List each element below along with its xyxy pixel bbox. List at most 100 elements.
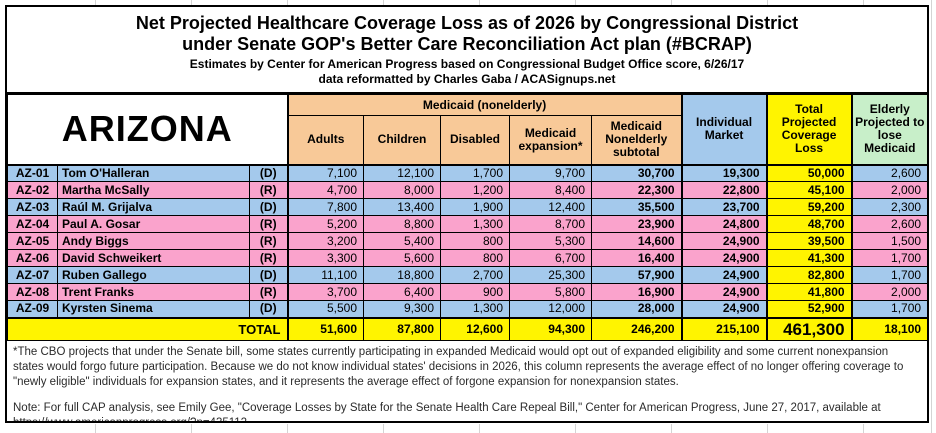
cell-disabled: 1,200 [440, 181, 510, 199]
cell-party: (R) [249, 215, 288, 233]
cell-subtotal: 30,700 [590, 163, 683, 182]
col-header-elderly: Elderly Projected to lose Medicaid [850, 94, 927, 165]
table-row: AZ-03 Raúl M. Grijalva (D) 7,800 13,400 … [7, 198, 927, 216]
cell-disabled: 2,700 [440, 266, 510, 284]
table-row: AZ-07 Ruben Gallego (D) 11,100 18,800 2,… [7, 266, 927, 284]
cell-name: Ruben Gallego [57, 266, 250, 284]
cell-subtotal: 22,300 [590, 181, 683, 199]
gridline-strip-top [0, 0, 936, 5]
col-header-individual-market: Individual Market [680, 94, 768, 165]
cell-expansion: 12,000 [509, 300, 592, 318]
cell-elderly: 2,300 [850, 198, 927, 216]
cell-party: (D) [249, 198, 288, 216]
cell-elderly: 1,700 [850, 266, 927, 284]
table-frame: Net Projected Healthcare Coverage Loss a… [5, 5, 929, 423]
cell-children: 6,400 [363, 283, 441, 301]
cell-children: 18,800 [363, 266, 441, 284]
cell-total: 41,800 [765, 283, 853, 301]
cell-individual: 24,900 [680, 232, 768, 250]
col-header-disabled: Disabled [440, 115, 510, 165]
cell-district: AZ-05 [7, 232, 58, 250]
total-expansion: 94,300 [509, 316, 592, 341]
cell-adults: 5,200 [286, 215, 364, 233]
cell-adults: 11,100 [286, 266, 364, 284]
cell-children: 13,400 [363, 198, 441, 216]
total-individual: 215,100 [680, 316, 768, 341]
gridline-right [931, 0, 932, 433]
cell-district: AZ-08 [7, 283, 58, 301]
cell-district: AZ-09 [7, 300, 58, 318]
cell-adults: 7,100 [286, 163, 364, 182]
footnote-asterisk: *The CBO projects that under the Senate … [13, 346, 904, 388]
cell-children: 8,800 [363, 215, 441, 233]
cell-disabled: 800 [440, 232, 510, 250]
cell-children: 9,300 [363, 300, 441, 318]
total-disabled: 12,600 [440, 316, 510, 341]
cell-party: (R) [249, 232, 288, 250]
cell-children: 8,000 [363, 181, 441, 199]
cell-district: AZ-06 [7, 249, 58, 267]
total-grand: 461,300 [765, 316, 853, 341]
cell-total: 52,900 [765, 300, 853, 318]
subtitle-line1: Estimates by Center for American Progres… [189, 57, 745, 71]
cell-name: Martha McSally [57, 181, 250, 199]
cell-disabled: 1,700 [440, 163, 510, 182]
cell-name: Kyrsten Sinema [57, 300, 250, 318]
cell-party: (D) [249, 163, 288, 182]
coverage-loss-table: ARIZONA Medicaid (nonelderly) Individual… [7, 94, 927, 341]
cell-expansion: 9,700 [509, 163, 592, 182]
cell-adults: 4,700 [286, 181, 364, 199]
cell-total: 45,100 [765, 181, 853, 199]
footnotes: *The CBO projects that under the Senate … [7, 341, 927, 423]
cell-adults: 3,300 [286, 249, 364, 267]
cell-party: (R) [249, 181, 288, 199]
cell-expansion: 12,400 [509, 198, 592, 216]
cell-adults: 3,200 [286, 232, 364, 250]
cell-expansion: 5,800 [509, 283, 592, 301]
cell-party: (D) [249, 266, 288, 284]
cell-district: AZ-04 [7, 215, 58, 233]
cell-individual: 24,900 [680, 249, 768, 267]
cell-individual: 24,900 [680, 283, 768, 301]
title-block: Net Projected Healthcare Coverage Loss a… [7, 7, 927, 94]
total-label: TOTAL [7, 316, 288, 341]
cell-expansion: 5,300 [509, 232, 592, 250]
cell-expansion: 25,300 [509, 266, 592, 284]
table-row: AZ-09 Kyrsten Sinema (D) 5,500 9,300 1,3… [7, 300, 927, 318]
subtitle-line2: data reformatted by Charles Gaba / ACASi… [318, 72, 616, 86]
cell-name: Andy Biggs [57, 232, 250, 250]
cell-individual: 19,300 [680, 163, 768, 182]
footnote-note: Note: For full CAP analysis, see Emily G… [13, 402, 881, 423]
cell-elderly: 1,700 [850, 249, 927, 267]
cell-individual: 24,800 [680, 215, 768, 233]
cell-elderly: 2,600 [850, 163, 927, 182]
cell-elderly: 1,500 [850, 232, 927, 250]
state-label: ARIZONA [7, 94, 288, 165]
cell-subtotal: 16,400 [590, 249, 683, 267]
cell-district: AZ-01 [7, 163, 58, 182]
cell-party: (R) [249, 249, 288, 267]
table-row: AZ-04 Paul A. Gosar (R) 5,200 8,800 1,30… [7, 215, 927, 233]
col-group-medicaid: Medicaid (nonelderly) [286, 94, 683, 116]
cell-expansion: 8,700 [509, 215, 592, 233]
cell-individual: 23,700 [680, 198, 768, 216]
cell-expansion: 8,400 [509, 181, 592, 199]
cell-children: 5,600 [363, 249, 441, 267]
page-title-line2: under Senate GOP's Better Care Reconcili… [182, 34, 752, 54]
cell-disabled: 1,300 [440, 215, 510, 233]
col-header-adults: Adults [286, 115, 364, 165]
cell-individual: 24,900 [680, 300, 768, 318]
cell-adults: 3,700 [286, 283, 364, 301]
table-row: AZ-02 Martha McSally (R) 4,700 8,000 1,2… [7, 181, 927, 199]
cell-name: Tom O'Halleran [57, 163, 250, 182]
cell-disabled: 1,300 [440, 300, 510, 318]
cell-disabled: 900 [440, 283, 510, 301]
cell-name: David Schweikert [57, 249, 250, 267]
cell-adults: 5,500 [286, 300, 364, 318]
cell-subtotal: 14,600 [590, 232, 683, 250]
cell-district: AZ-02 [7, 181, 58, 199]
cell-total: 50,000 [765, 163, 853, 182]
cell-party: (R) [249, 283, 288, 301]
cell-subtotal: 35,500 [590, 198, 683, 216]
page-title-line1: Net Projected Healthcare Coverage Loss a… [135, 13, 799, 33]
